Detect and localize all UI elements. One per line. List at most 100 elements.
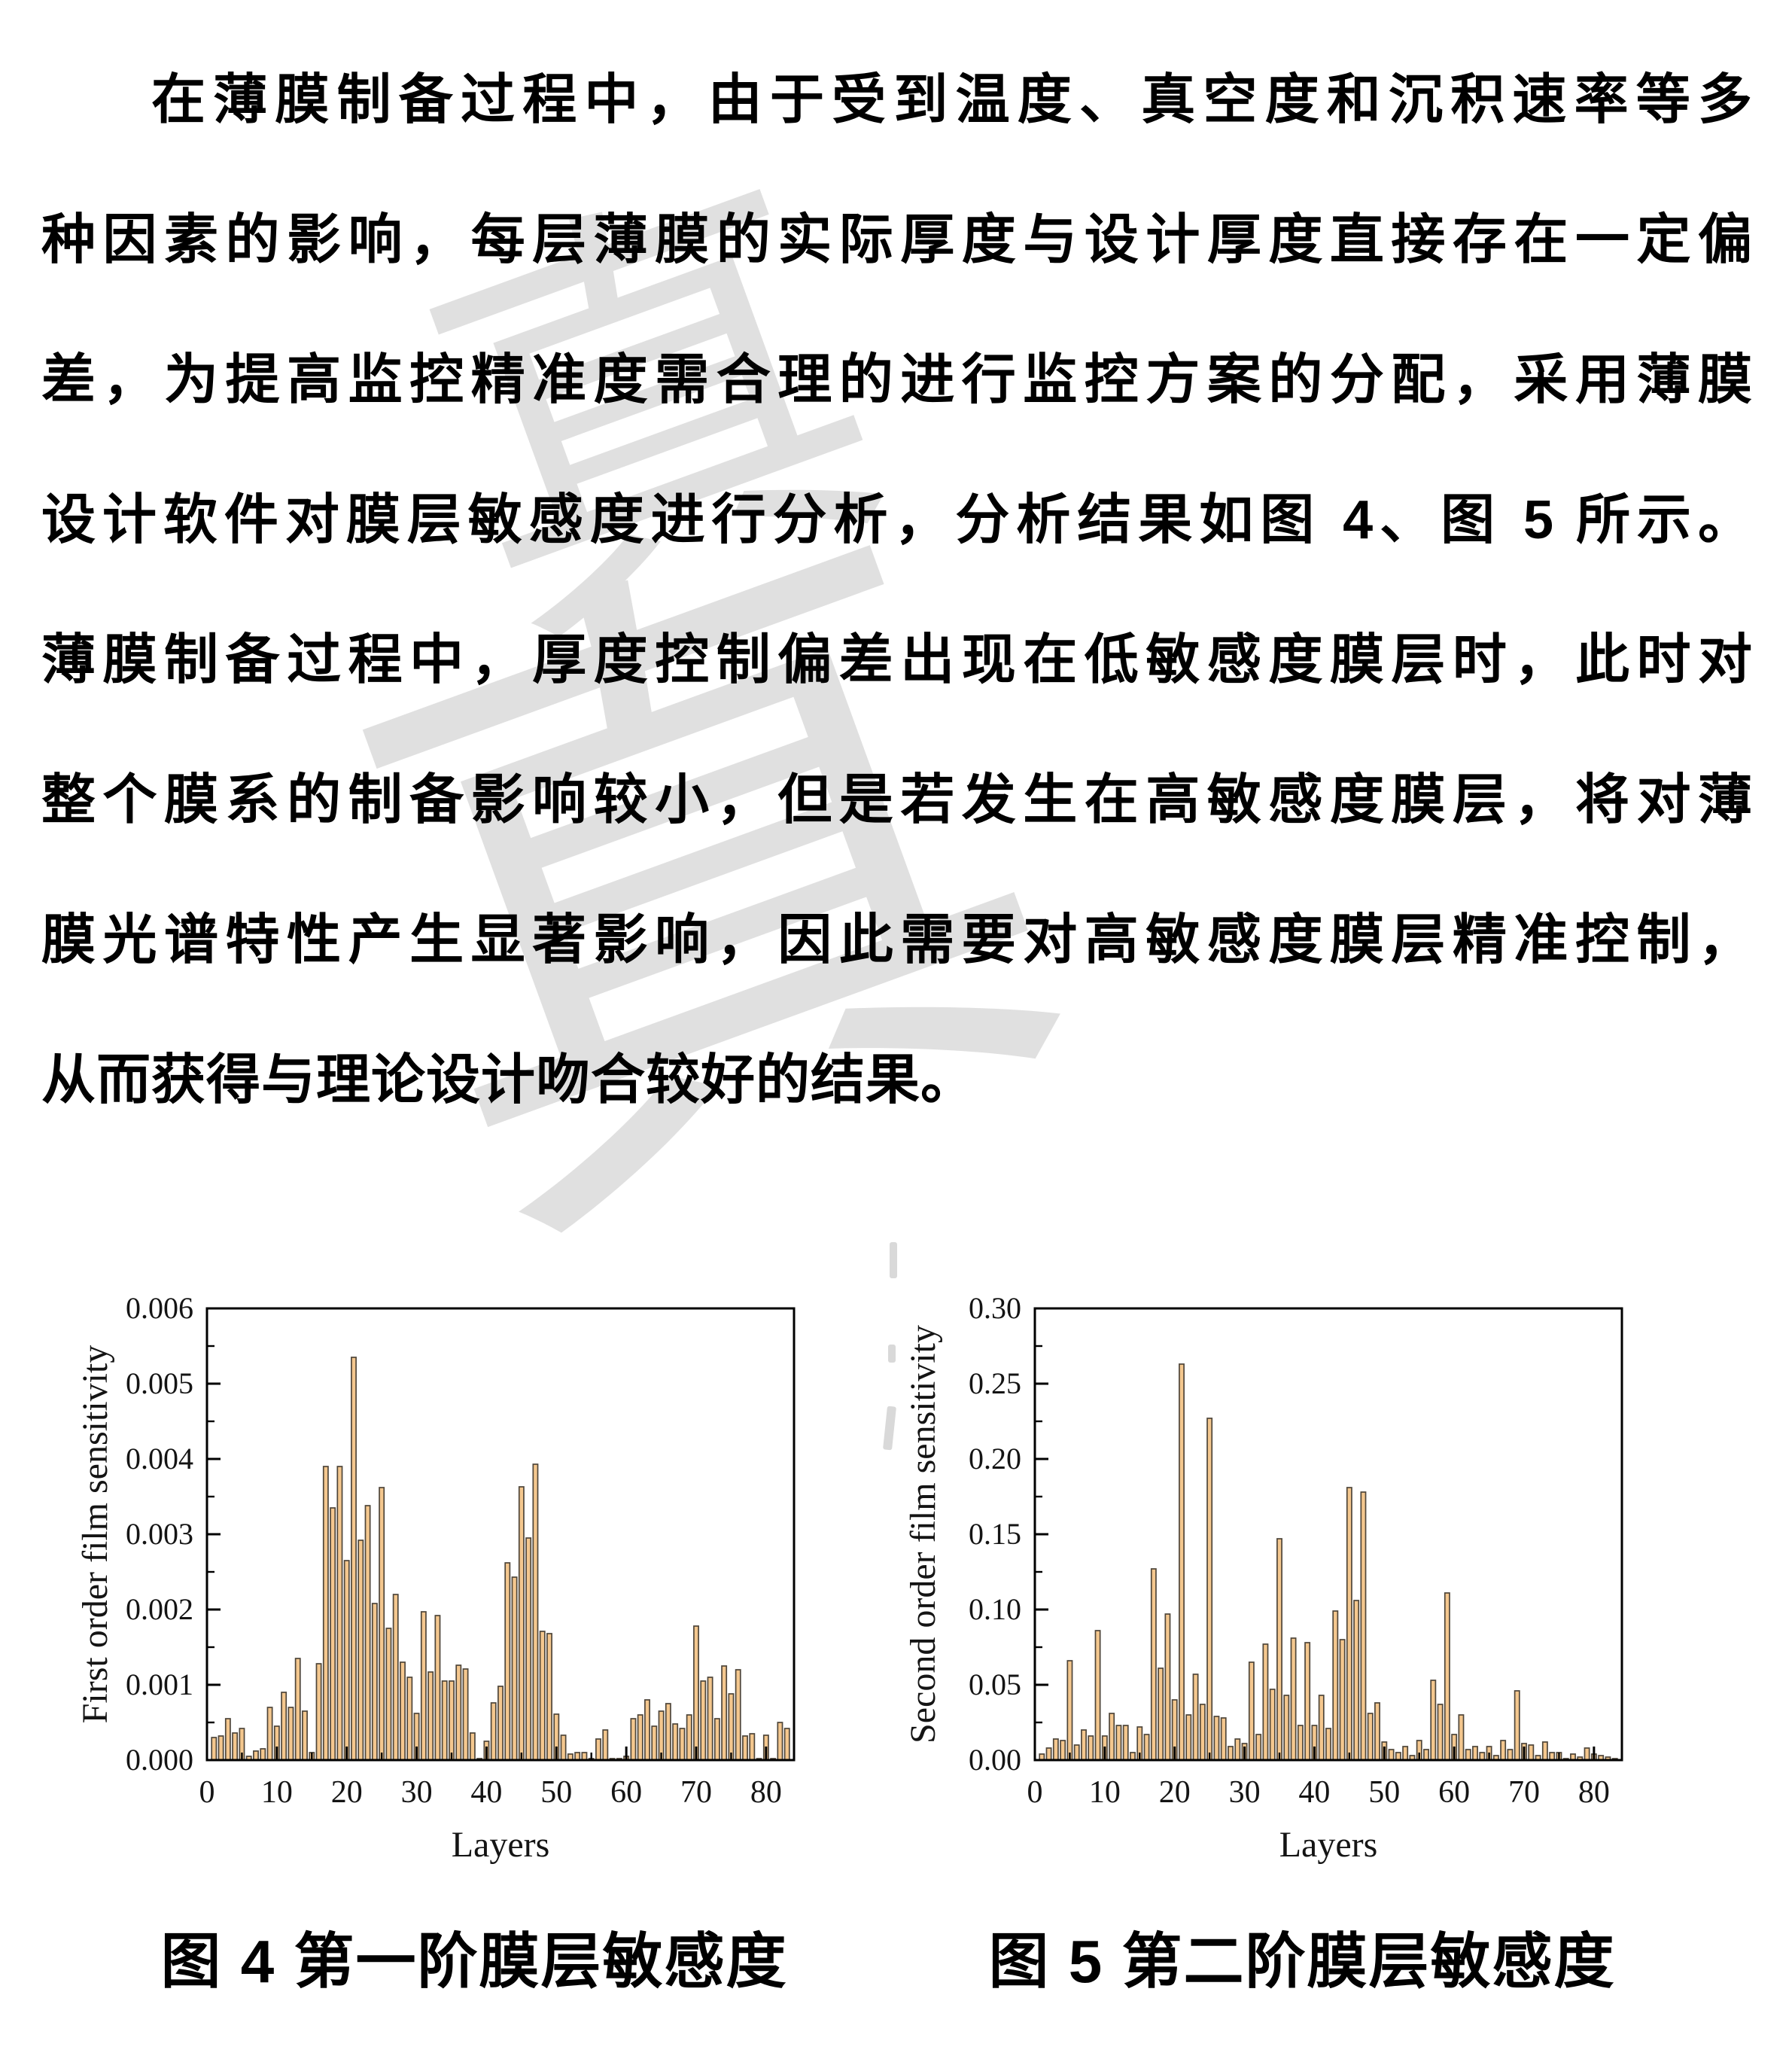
bar [441, 1680, 448, 1761]
bar [742, 1735, 748, 1761]
bar [1234, 1738, 1241, 1761]
watermark-fragment [888, 1345, 896, 1363]
figure4-caption-cell: 图 4 第一阶膜层敏感度 [23, 1913, 813, 2000]
bar [1437, 1704, 1444, 1761]
bar [644, 1699, 650, 1761]
bar [1185, 1714, 1192, 1761]
x-tick-label: 40 [1298, 1775, 1330, 1810]
bar [1073, 1744, 1080, 1761]
bar [1213, 1716, 1220, 1761]
bar [232, 1732, 239, 1761]
y-axis-label: Second order film sensitivity [903, 1325, 943, 1744]
y-tick-label: 0.004 [126, 1442, 193, 1476]
x-tick-label: 60 [1438, 1775, 1470, 1810]
figure5: 0.00 0.05 0.10 0.15 0.20 0.25 0.30 0 10 20 30 40 50 6… [850, 1267, 1641, 1892]
bar [1304, 1642, 1311, 1761]
bar [560, 1734, 567, 1761]
bar [336, 1466, 343, 1761]
bar [1052, 1738, 1059, 1761]
x-tick-label: 70 [1508, 1775, 1540, 1810]
bar [532, 1463, 539, 1761]
x-tick-label: 50 [540, 1775, 572, 1810]
bar [637, 1714, 643, 1761]
bar [1192, 1674, 1199, 1761]
bar [1360, 1491, 1367, 1761]
paragraph-line: 整个膜系的制备影响较小，但是若发生在高敏感度膜层，将对薄 [41, 770, 1753, 830]
bar [1584, 1747, 1590, 1761]
x-tick-label: 30 [401, 1775, 433, 1810]
x-tick-label: 10 [1089, 1775, 1121, 1810]
bar [1465, 1749, 1471, 1761]
bar [385, 1628, 392, 1761]
body-paragraph: 在薄膜制备过程中，由于受到温度、真空度和沉积速率等多 种因素的影响，每层薄膜的实… [41, 30, 1753, 1150]
bar [497, 1686, 504, 1761]
x-tick-label: 0 [199, 1775, 215, 1810]
figure5-chart: 0.00 0.05 0.10 0.15 0.20 0.25 0.30 0 10 20 30 40 50 6… [850, 1267, 1641, 1892]
bar [504, 1562, 511, 1761]
bar [1158, 1667, 1164, 1761]
bar [525, 1537, 532, 1761]
bar [693, 1625, 699, 1761]
bar [749, 1733, 756, 1761]
bar [679, 1728, 686, 1761]
bar [1276, 1538, 1282, 1761]
bar [1374, 1702, 1380, 1761]
bar [1109, 1713, 1115, 1761]
paragraph-line: 从而获得与理论设计吻合较好的结果。 [41, 1050, 976, 1110]
bar [1318, 1695, 1325, 1761]
bar [224, 1718, 231, 1761]
bar [288, 1707, 294, 1761]
bar [713, 1718, 720, 1761]
bar [490, 1702, 497, 1761]
figure4: 0.000 0.001 0.002 0.003 0.004 0.005 0.006 0 10 20… [23, 1267, 813, 1892]
bar [630, 1718, 637, 1761]
bar [1528, 1744, 1535, 1761]
bar [427, 1671, 434, 1761]
bar [406, 1677, 413, 1761]
bar [462, 1668, 469, 1761]
paragraph-line: 薄膜制备过程中，厚度控制偏差出现在低敏感度膜层时，此时对 [41, 630, 1753, 690]
bar [700, 1680, 707, 1761]
bar [379, 1487, 385, 1761]
bar [686, 1714, 692, 1761]
bar [1325, 1728, 1331, 1761]
bar [400, 1661, 406, 1761]
y-tick-label: 0.003 [126, 1517, 193, 1551]
bar [1199, 1704, 1206, 1761]
bar [707, 1677, 713, 1761]
y-tick-label: 0.10 [969, 1592, 1021, 1626]
bar [1150, 1568, 1157, 1761]
chart-svg: 0.00 0.05 0.10 0.15 0.20 0.25 0.30 0 10 20 30 40 50 6… [903, 1291, 1623, 1865]
bar [343, 1560, 350, 1761]
x-tick-label: 40 [470, 1775, 502, 1810]
x-tick-label: 30 [1229, 1775, 1261, 1810]
paragraph-line: 设计软件对膜层敏感度进行分析，分析结果如图 4、图 5 所示。 [41, 490, 1753, 550]
bar [518, 1486, 525, 1761]
bar [1367, 1713, 1374, 1761]
y-tick-label: 0.30 [969, 1291, 1021, 1325]
bar [455, 1664, 462, 1761]
bar [1122, 1725, 1129, 1761]
bar [1164, 1613, 1171, 1761]
bar [1255, 1734, 1262, 1761]
bar [539, 1631, 546, 1761]
y-tick-label: 0.002 [126, 1592, 193, 1626]
paragraph-line: 差，为提高监控精准度需合理的进行监控方案的分配，采用薄膜 [41, 350, 1753, 410]
bar [1444, 1592, 1450, 1761]
bar [777, 1722, 783, 1761]
bar [1283, 1695, 1290, 1761]
bar [721, 1665, 728, 1761]
y-tick-label: 0.15 [969, 1517, 1021, 1551]
paragraph-line: 在薄膜制备过程中，由于受到温度、真空度和沉积速率等多 [151, 70, 1753, 130]
bar [672, 1723, 679, 1761]
bar [1402, 1746, 1409, 1761]
bar [351, 1357, 357, 1761]
bar [294, 1658, 301, 1761]
bar [1388, 1749, 1395, 1761]
bar [546, 1633, 552, 1761]
x-tick-label: 20 [1159, 1775, 1191, 1810]
bar [665, 1703, 671, 1761]
x-axis-label: Layers [452, 1825, 550, 1865]
bar [364, 1505, 371, 1761]
